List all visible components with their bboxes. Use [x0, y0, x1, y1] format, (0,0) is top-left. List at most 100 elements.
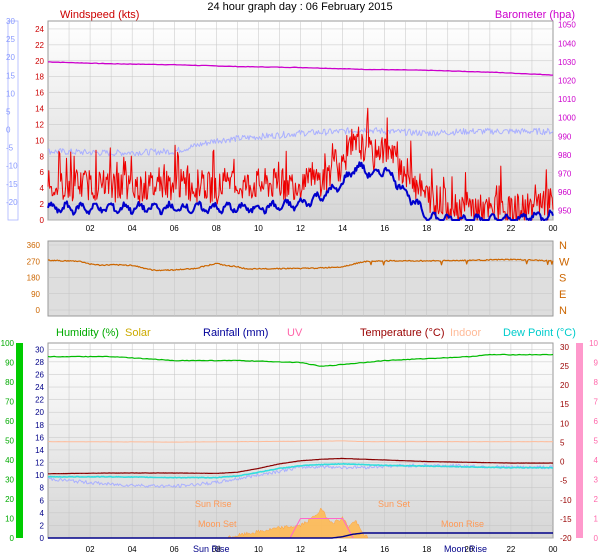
barometer-tick: 950: [558, 207, 572, 216]
event-sun-set: Sun Set: [378, 499, 411, 509]
barometer-tick: 1030: [558, 58, 576, 67]
windspeed-tick: 24: [35, 25, 44, 34]
windspeed-tick: 0: [40, 216, 45, 225]
rainfall-tick: 24: [35, 383, 44, 392]
uv-axis-strip: [576, 343, 583, 538]
humidity-tick: 70: [5, 398, 14, 407]
uv-tick: 7: [594, 398, 599, 407]
rainfall-tick: 12: [35, 459, 44, 468]
wind-direction-line: [47, 258, 554, 272]
wind-average-line: [47, 161, 554, 221]
compass-label: N: [559, 305, 567, 317]
uv-tick: 4: [594, 456, 599, 465]
rainfall-tick: 28: [35, 358, 44, 367]
x-tick-label: 12: [296, 224, 305, 233]
legend-dew-point: Dew Point (°C): [503, 327, 576, 339]
x-tick-label: 02: [86, 224, 95, 233]
temperature-tick: 10: [560, 419, 569, 428]
event-sun-rise: Sun Rise: [195, 499, 232, 509]
x-tick-label: 18: [422, 224, 431, 233]
windspeed-tick: 8: [40, 152, 45, 161]
x-tick-label: 10: [254, 224, 263, 233]
direction-tick: 180: [27, 274, 41, 283]
outer-left-tick: -5: [6, 144, 14, 153]
x-tick-label: 00: [549, 224, 558, 233]
outer-left-tick: 10: [6, 89, 15, 98]
humidity-tick: 80: [5, 378, 14, 387]
temp-humidity-tick-labels: 02 04 06 08 10 12 14 16 18 20 22 000102030405060708…: [1, 339, 599, 554]
windspeed-axis-title: Windspeed (kts): [60, 9, 139, 21]
outer-left-tick: 15: [6, 71, 15, 80]
rainfall-tick: 10: [35, 471, 44, 480]
rainfall-tick: 18: [35, 421, 44, 430]
rainfall-tick: 22: [35, 396, 44, 405]
temp-humidity-legend: Humidity (%) Solar Rainfall (mm) UV Temp…: [56, 327, 576, 339]
uv-line: [289, 518, 354, 539]
legend-humidity: Humidity (%): [56, 327, 119, 339]
uv-tick: 10: [589, 339, 598, 348]
temperature-tick: 30: [560, 343, 569, 352]
outer-left-tick: 0: [6, 126, 11, 135]
x-tick-label: 06: [170, 224, 179, 233]
x-tick-label: 14: [338, 224, 347, 233]
temperature-tick: 5: [560, 438, 565, 447]
humidity-tick: 20: [5, 495, 14, 504]
compass-label: E: [559, 289, 566, 301]
outer-left-tick: -15: [6, 180, 18, 189]
wind-chill-line: [47, 127, 554, 157]
temperature-tick: 25: [560, 362, 569, 371]
temp-humidity-gridlines: [48, 343, 553, 539]
temp-humidity-panel: Humidity (%) Solar Rainfall (mm) UV Temp…: [1, 327, 599, 554]
x-tick-label: 04: [128, 545, 137, 554]
event-moon-rise: Moon Rise: [441, 519, 484, 529]
rainfall-tick: 6: [40, 496, 45, 505]
windspeed-tick: 16: [35, 89, 44, 98]
uv-tick: 8: [594, 378, 599, 387]
temp-humidity-series: [47, 353, 554, 539]
windspeed-tick: 6: [40, 168, 45, 177]
humidity-axis-strip: [16, 343, 23, 538]
solar-area: [226, 507, 369, 539]
rainfall-tick: 14: [35, 446, 44, 455]
legend-temperature: Temperature (°C): [360, 327, 444, 339]
windspeed-tick: 20: [35, 57, 44, 66]
rainfall-tick: 26: [35, 370, 44, 379]
outer-left-tick: 30: [6, 17, 15, 26]
windspeed-tick: 12: [35, 120, 44, 129]
x-tick-label: 06: [170, 545, 179, 554]
temperature-tick: 20: [560, 381, 569, 390]
uv-tick: 2: [594, 495, 599, 504]
uv-tick: 3: [594, 476, 599, 485]
uv-tick: 1: [594, 515, 599, 524]
humidity-tick: 100: [1, 339, 15, 348]
rainfall-tick: 30: [35, 345, 44, 354]
windspeed-tick: 22: [35, 41, 44, 50]
astro-event-labels: Sun Rise Sun Set Moon Set Moon Rise Sun …: [193, 499, 487, 554]
dew-point-line: [47, 462, 554, 479]
humidity-tick: 50: [5, 437, 14, 446]
legend-indoor: Indoor: [450, 327, 482, 339]
indoor-temperature-line: [48, 440, 554, 443]
x-tick-label: 22: [506, 545, 515, 554]
temperature-tick: -20: [560, 534, 572, 543]
barometer-tick: 970: [558, 170, 572, 179]
outer-left-tick: 5: [6, 107, 11, 116]
uv-tick: 6: [594, 417, 599, 426]
compass-label: N: [559, 240, 567, 252]
wind-direction-tick-labels: 0 90 180 270 360: [27, 241, 41, 315]
x-tick-label: 16: [380, 224, 389, 233]
wind-barometer-tick-labels: 02 04 06 08 10 12 14 16 18 20 22 000246810121416182…: [6, 17, 576, 233]
direction-tick: 90: [31, 290, 40, 299]
rainfall-line: [48, 532, 553, 539]
x-tick-label: 20: [464, 545, 473, 554]
x-tick-label: 10: [254, 545, 263, 554]
direction-tick: 0: [36, 306, 41, 315]
rainfall-tick: 4: [40, 509, 45, 518]
temperature-tick: 15: [560, 400, 569, 409]
windspeed-tick: 14: [35, 105, 44, 114]
uv-tick: 9: [594, 359, 599, 368]
humidity-tick: 10: [5, 515, 14, 524]
humidity-tick: 90: [5, 359, 14, 368]
